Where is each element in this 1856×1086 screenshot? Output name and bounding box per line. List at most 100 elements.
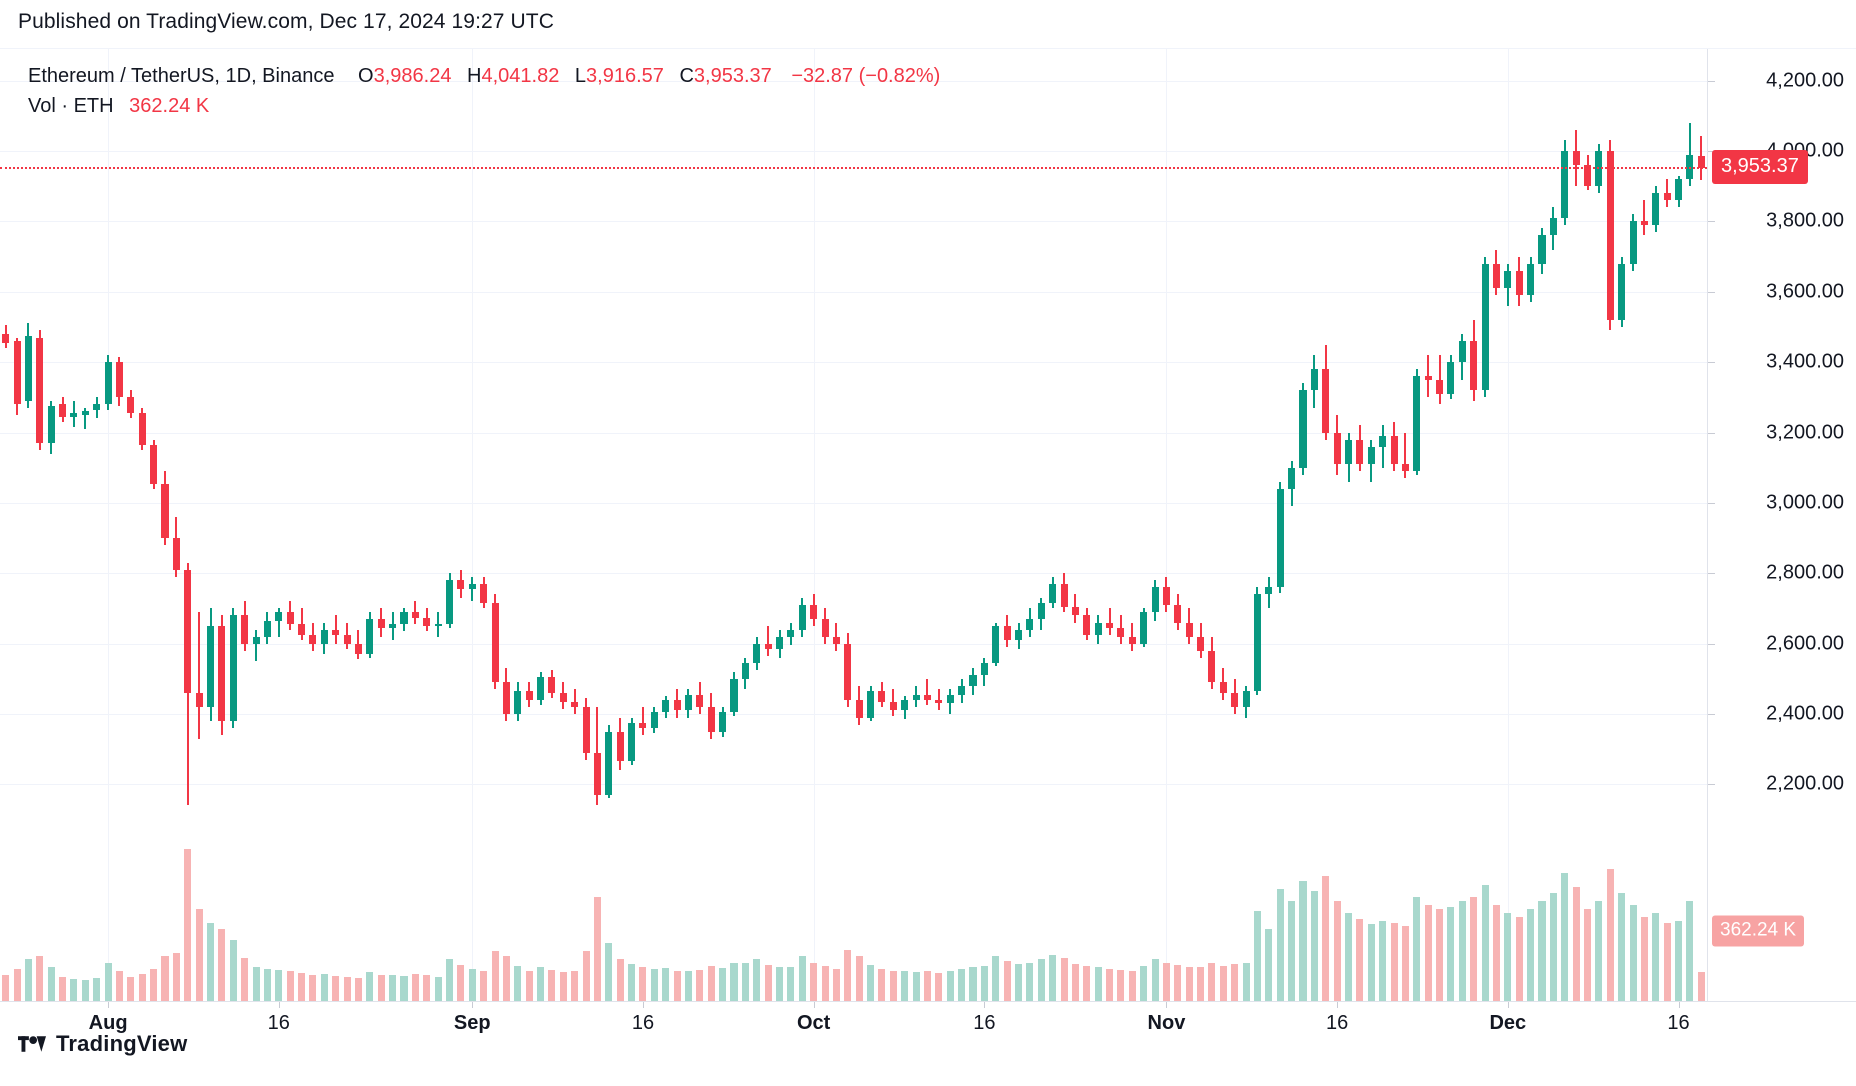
time-axis-label: Sep: [453, 1012, 491, 1034]
price-axis-label: 2,400.00: [1766, 702, 1844, 725]
candle-wick: [767, 626, 770, 656]
time-axis-label: 16: [973, 1012, 996, 1034]
price-axis-label: 2,200.00: [1766, 772, 1844, 795]
candle-body: [13, 341, 21, 405]
volume-bar: [684, 971, 692, 1001]
volume-bar: [286, 970, 294, 1001]
volume-bar: [1492, 905, 1500, 1001]
volume-bar: [1208, 962, 1216, 1001]
volume-bar: [1447, 906, 1455, 1001]
gridline-horizontal: [0, 432, 1707, 434]
candle-body: [366, 619, 374, 655]
volume-bar: [1174, 965, 1182, 1001]
candle-body: [354, 643, 362, 655]
volume-bar: [582, 951, 590, 1001]
candle-body: [719, 712, 727, 732]
candle-body: [810, 604, 818, 619]
price-axis[interactable]: 4,200.004,000.003,800.003,600.003,400.00…: [1707, 49, 1856, 1001]
candle-body: [104, 362, 112, 405]
volume-bar: [798, 956, 806, 1001]
chart-frame: Ethereum / TetherUS, 1D, Binance O3,986.…: [0, 48, 1856, 1034]
volume-bar: [639, 967, 647, 1001]
candle-body: [161, 483, 169, 539]
volume-badge[interactable]: 362.24 K: [1712, 915, 1805, 947]
volume-bar: [923, 971, 931, 1001]
candle-wick: [1404, 432, 1407, 479]
volume-bar: [172, 953, 180, 1001]
volume-bar: [673, 970, 681, 1001]
volume-bar: [161, 956, 169, 1001]
candle-body: [1481, 263, 1489, 391]
volume-bar: [1049, 954, 1057, 1001]
candle-body: [730, 678, 738, 713]
candle-body: [1253, 594, 1261, 692]
last-price-badge[interactable]: 3,953.37: [1712, 150, 1808, 185]
candle-body: [298, 624, 306, 635]
candle-body: [1436, 379, 1444, 394]
candle-body: [195, 692, 203, 707]
candle-wick: [937, 689, 940, 711]
candle-body: [445, 580, 454, 625]
volume-bar: [252, 966, 260, 1001]
volume-bar: [593, 897, 601, 1001]
candle-body: [1026, 619, 1034, 630]
volume-bar: [1185, 966, 1193, 1001]
candle-body: [389, 624, 397, 628]
volume-bar: [1481, 885, 1489, 1001]
chart-plot-area[interactable]: [0, 49, 1707, 1001]
price-axis-tick: [1708, 362, 1715, 364]
candle-wick: [641, 706, 644, 736]
candle-body: [901, 699, 909, 711]
candle-body: [1697, 155, 1705, 168]
volume-bar: [195, 909, 203, 1001]
volume-bar: [548, 969, 556, 1001]
volume-bar: [1413, 897, 1421, 1001]
candle-body: [468, 583, 476, 590]
candle-body: [1037, 603, 1045, 619]
volume-bar: [821, 965, 829, 1001]
volume-bar: [332, 976, 340, 1001]
candle-body: [1219, 682, 1227, 693]
volume-bar: [832, 969, 840, 1001]
candle-body: [1379, 436, 1387, 447]
candle-body: [423, 618, 431, 627]
time-axis[interactable]: Aug 16 Sep 16 Oct 16 Nov 16 Dec 16: [0, 1001, 1856, 1045]
volume-bar: [2, 974, 10, 1001]
volume-bar: [605, 943, 613, 1001]
candle-body: [1492, 263, 1500, 289]
volume-bar: [1026, 962, 1034, 1001]
candle-body: [36, 337, 44, 444]
candle-body: [958, 685, 966, 695]
volume-bar: [810, 962, 818, 1001]
candle-wick: [1381, 425, 1384, 468]
tradingview-brand-name: TradingView: [56, 1031, 188, 1056]
price-axis-tick: [1708, 291, 1715, 293]
volume-bar: [70, 978, 78, 1001]
price-axis-tick: [1708, 784, 1715, 786]
volume-bar: [320, 973, 328, 1001]
candle-body: [889, 701, 897, 711]
volume-bar: [1663, 922, 1671, 1001]
candle-body: [821, 619, 829, 637]
candle-body: [1367, 446, 1375, 465]
volume-bar: [696, 969, 704, 1001]
candle-body: [696, 694, 704, 707]
candle-wick: [277, 608, 280, 637]
candle-body: [1060, 583, 1068, 607]
candle-wick: [1688, 122, 1691, 187]
gridline-horizontal: [0, 291, 1707, 293]
price-axis-label: 2,600.00: [1766, 632, 1844, 655]
volume-bar: [1265, 929, 1273, 1001]
volume-bar: [1379, 921, 1387, 1001]
gridline-horizontal: [0, 714, 1707, 715]
candle-body: [1310, 369, 1318, 391]
candle-body: [1606, 151, 1614, 320]
candle-body: [867, 691, 875, 718]
time-axis-tick: [1679, 1002, 1680, 1008]
candle-body: [150, 444, 158, 484]
candle-body: [741, 662, 749, 679]
candle-body: [286, 611, 294, 625]
candle-body: [1583, 165, 1592, 187]
volume-bar: [1401, 925, 1409, 1001]
time-axis-tick: [1337, 1002, 1338, 1008]
